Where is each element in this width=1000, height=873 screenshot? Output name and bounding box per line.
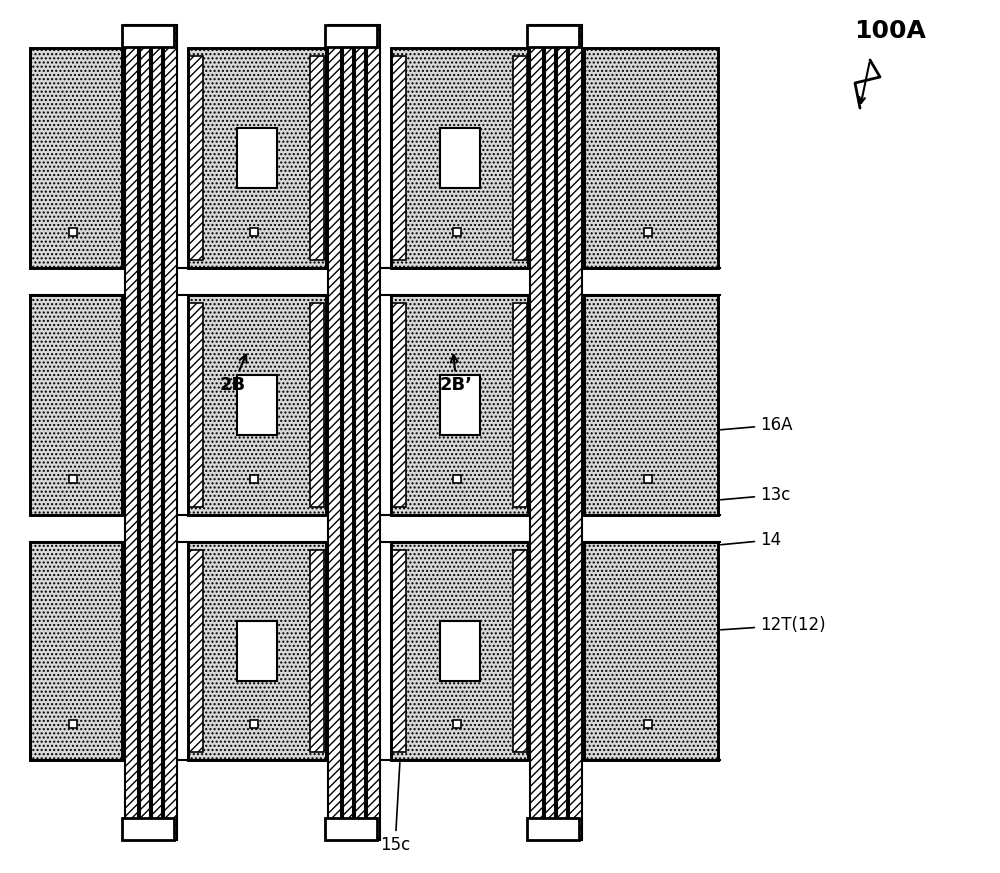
Bar [391,48,528,268]
Bar [391,542,528,760]
Bar [30,542,122,760]
Bar [391,542,528,760]
Bar [392,56,406,260]
Text: 15c: 15c [380,763,410,854]
Bar [584,48,718,268]
Bar [569,25,582,840]
Text: 13c: 13c [721,486,790,504]
Bar [250,720,258,728]
Bar [250,228,258,236]
Bar [188,48,326,268]
Bar [584,542,718,760]
Bar [584,295,718,515]
Bar [30,542,122,760]
Bar [237,128,277,188]
Bar [237,375,277,435]
Bar [189,303,203,507]
Text: 2B: 2B [220,354,246,394]
Text: 16A: 16A [721,416,792,434]
Bar [188,295,326,515]
Bar [644,720,652,728]
Bar [237,621,277,681]
Bar [527,25,579,47]
Bar [452,228,460,236]
Bar [584,542,718,760]
Bar [452,720,460,728]
Bar [530,25,543,840]
Bar [188,542,326,760]
Bar [392,303,406,507]
Bar [140,25,150,840]
Bar [452,475,460,483]
Bar [325,25,377,47]
Bar [343,25,353,840]
Bar [122,818,174,840]
Bar [189,56,203,260]
Bar [513,56,527,260]
Bar [392,550,406,752]
Bar [188,542,326,760]
Bar [188,295,326,515]
Bar [584,48,718,268]
Text: 2B’: 2B’ [440,355,473,394]
Bar [513,303,527,507]
Bar [325,818,377,840]
Bar [30,48,122,268]
Text: 100A: 100A [854,19,926,43]
Bar [30,48,122,268]
Bar [328,25,341,840]
Bar [584,295,718,515]
Bar [557,25,567,840]
Bar [527,818,579,840]
Bar [69,720,77,728]
Bar [440,375,480,435]
Bar [310,550,324,752]
Bar [122,25,174,47]
Bar [189,550,203,752]
Bar [250,475,258,483]
Bar [391,295,528,515]
Bar [644,475,652,483]
Bar [188,48,326,268]
Bar [310,303,324,507]
Text: 12T(12): 12T(12) [721,616,826,634]
Bar [440,621,480,681]
Bar [545,25,555,840]
Bar [152,25,162,840]
Bar [125,25,138,840]
Bar [391,48,528,268]
Bar [30,295,122,515]
Bar [513,550,527,752]
Bar [69,228,77,236]
Bar [367,25,380,840]
Text: 14: 14 [721,531,781,549]
Bar [164,25,177,840]
Bar [69,475,77,483]
Bar [391,295,528,515]
Bar [644,228,652,236]
Bar [30,295,122,515]
Bar [440,128,480,188]
Bar [310,56,324,260]
Bar [355,25,365,840]
